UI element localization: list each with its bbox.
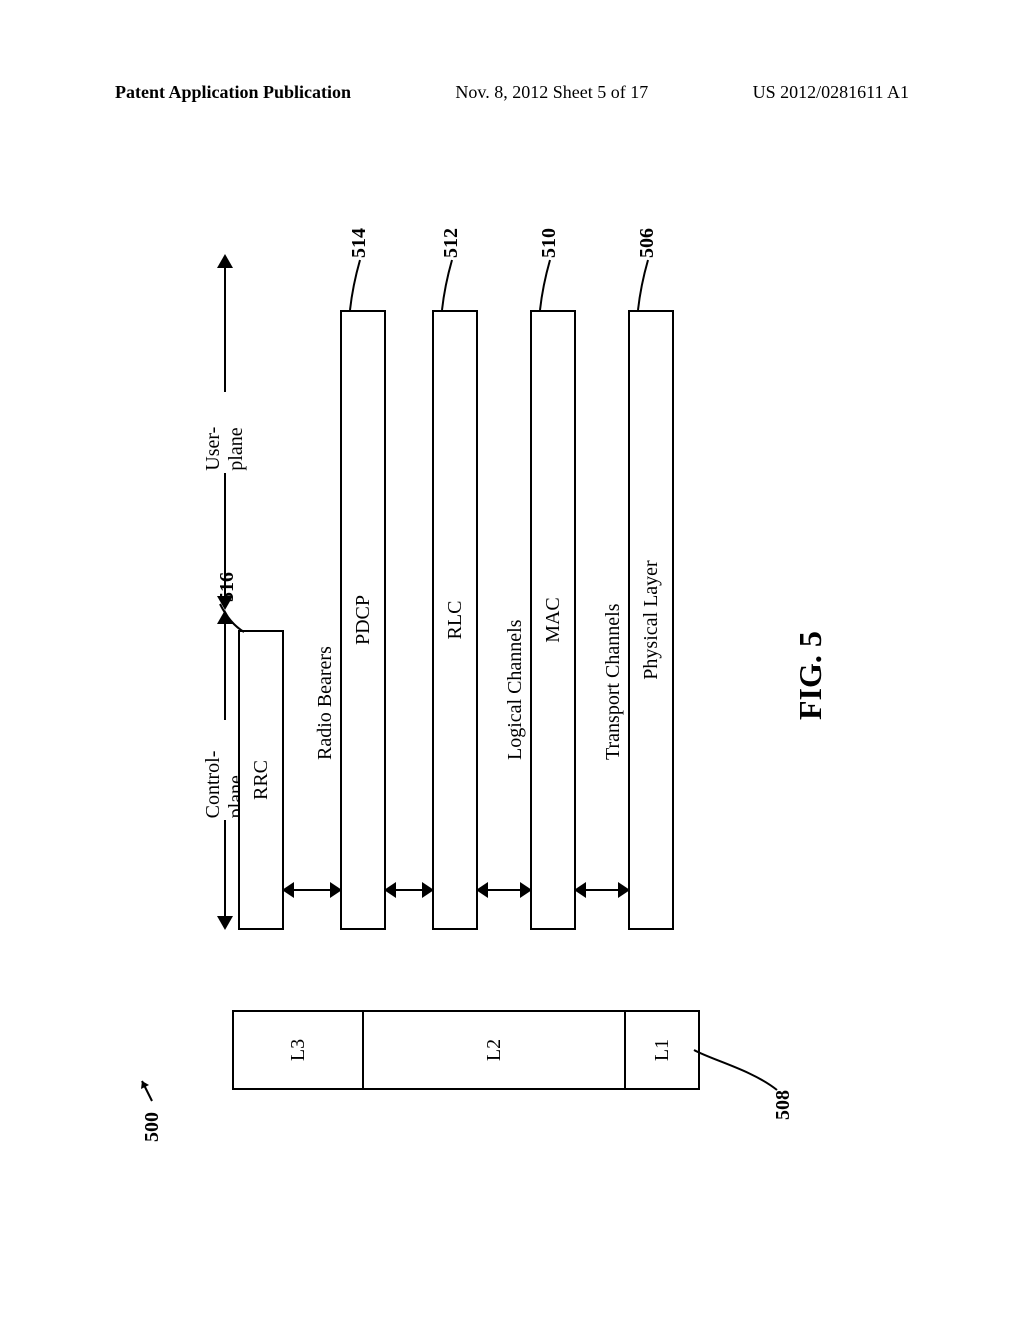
header-right: US 2012/0281611 A1 [753,82,909,103]
arrow-mac-phy [574,880,630,900]
mac-interface-label: Logical Channels [504,619,527,760]
figure-caption: FIG. 5 [792,631,829,720]
ref-500-arrow-icon [138,1073,156,1103]
leader-506 [632,252,662,312]
arrow-rlc-mac [476,880,532,900]
leader-508 [692,1020,812,1100]
pdcp-layer-box: PDCP [340,310,386,930]
mac-layer-box: MAC [530,310,576,930]
header-left: Patent Application Publication [115,82,351,103]
header-mid: Nov. 8, 2012 Sheet 5 of 17 [455,82,648,103]
ref-512: 512 [440,228,463,258]
diagram: 500 L3L2L1 508 Control-planeUser-plane F… [132,160,892,1160]
ref-506: 506 [636,228,659,258]
arrow-rrc-pdcp [282,880,342,900]
diagram-rotated-container: 500 L3L2L1 508 Control-planeUser-plane F… [132,160,892,1160]
phy-interface-label: Transport Channels [602,604,625,760]
leader-510 [534,252,564,312]
pdcp-interface-label: Radio Bearers [314,646,337,760]
layer-row-l3: L3 [234,1012,364,1088]
rrc-layer-box: RRC [238,630,284,930]
layer-row-l1: L1 [626,1012,698,1088]
phy-layer-box: Physical Layer [628,310,674,930]
ref-500: 500 [140,1073,164,1142]
ref-516: 516 [216,572,239,602]
ref-510: 510 [538,228,561,258]
arrow-pdcp-rlc [384,880,434,900]
page-header: Patent Application Publication Nov. 8, 2… [0,82,1024,103]
ref-514: 514 [348,228,371,258]
user-plane-arrow-label: User-plane [202,392,248,473]
rlc-layer-box: RLC [432,310,478,930]
leader-512 [436,252,466,312]
leader-514 [344,252,374,312]
layer-row-l2: L2 [364,1012,626,1088]
ref-500-text: 500 [141,1112,163,1142]
user-plane-arrow: User-plane [202,254,248,610]
layer-table: L3L2L1 [232,1010,700,1090]
